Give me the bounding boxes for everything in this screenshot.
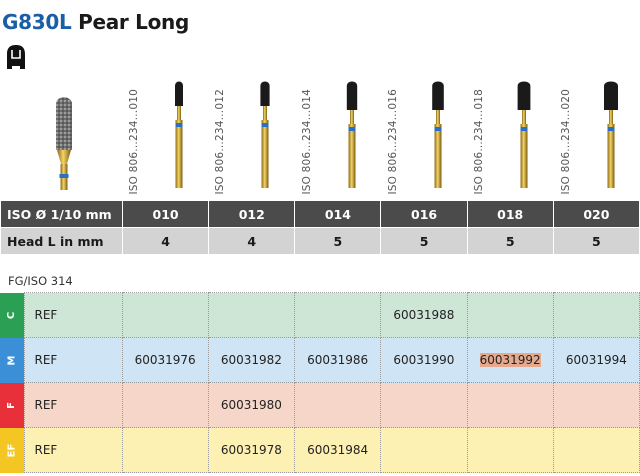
ref-number[interactable]: 60031982 [220, 353, 282, 367]
ref-number[interactable]: 60031978 [220, 443, 282, 457]
iso-number-label: ISO 806…234…010 [128, 88, 140, 195]
bur-icon [432, 81, 444, 188]
grit-code: F [6, 401, 18, 409]
ref-row-m: M REF 60031976 60031982 60031986 60031990 6003… [0, 337, 640, 383]
grit-code: EF [6, 443, 18, 457]
iso-number-label: ISO 806…234…012 [214, 88, 227, 195]
ref-number-cell[interactable]: 60031990 [380, 337, 468, 383]
ref-number[interactable]: 60031990 [393, 353, 455, 367]
bur-icon [175, 81, 184, 188]
ref-row-c: C REF 60031988 [0, 292, 640, 338]
product-name: Pear Long [78, 10, 189, 34]
ref-number[interactable]: 60031988 [393, 308, 455, 322]
ref-row-f: F REF 60031980 [0, 382, 640, 428]
iso-diameter-row: ISO Ø 1/10 mm 010 012 014 016 018 020 [0, 200, 640, 228]
iso-diameter-value: 018 [466, 200, 554, 228]
grit-tab: F [0, 382, 24, 428]
ref-number[interactable]: 60031980 [220, 398, 282, 412]
ref-number-cell [121, 382, 209, 428]
product-code: G830L [2, 10, 72, 34]
iso-diameter-value: 012 [208, 200, 296, 228]
product-title: G830L Pear Long [2, 10, 189, 34]
bur-closeup-image [56, 97, 72, 190]
iso-number-label: ISO 806…234…014 [300, 88, 313, 195]
ref-number-cell [552, 382, 640, 428]
ref-number-cell [121, 292, 209, 338]
ref-number[interactable]: 60031986 [307, 353, 369, 367]
head-length-value: 5 [294, 227, 382, 255]
iso-diameter-value: 010 [121, 200, 210, 228]
bur-icon [260, 81, 271, 188]
head-length-label: Head L in mm [0, 227, 123, 255]
ref-label: REF [23, 427, 123, 473]
iso-diameter-label: ISO Ø 1/10 mm [0, 200, 123, 228]
standard-label: FG/ISO 314 [8, 274, 73, 288]
ref-number-cell[interactable]: 60031978 [207, 427, 296, 473]
ref-label: REF [23, 292, 123, 338]
ref-table: C REF 60031988 M REF 60031976 60031982 60031986… [0, 292, 640, 473]
ref-number-cell [293, 382, 382, 428]
ref-label: REF [23, 337, 123, 383]
bur-column: ISO 806…234…018 [467, 78, 553, 196]
ref-number-cell[interactable]: 60031980 [207, 382, 296, 428]
ref-number-cell [293, 292, 382, 338]
bur-icon [518, 81, 531, 188]
ref-number-cell [380, 427, 468, 473]
bur-icon [603, 81, 618, 188]
head-length-value: 5 [380, 227, 468, 255]
head-length-value: 5 [466, 227, 554, 255]
bur-column: ISO 806…234…014 [295, 78, 381, 196]
grit-code: M [6, 355, 18, 365]
grit-tab: M [0, 337, 24, 383]
iso-diameter-value: 014 [294, 200, 382, 228]
bur-column: ISO 806…234…012 [208, 78, 294, 196]
head-length-value: 5 [552, 227, 640, 255]
ref-number-cell [466, 427, 554, 473]
ref-number[interactable]: 60031992 [479, 353, 541, 367]
head-length-row: Head L in mm 4 4 5 5 5 5 [0, 227, 640, 255]
iso-number-label: ISO 806…234…020 [559, 88, 572, 195]
ref-number-cell [466, 292, 554, 338]
ref-number-cell[interactable]: 60031992 [466, 337, 554, 383]
head-length-value: 4 [208, 227, 296, 255]
ref-number[interactable]: 60031994 [565, 353, 627, 367]
ref-number-cell [207, 292, 296, 338]
iso-number-label: ISO 806…234…016 [387, 88, 399, 195]
iso-number-label: ISO 806…234…018 [473, 88, 486, 195]
pear-shape-icon [7, 45, 25, 69]
grit-tab: EF [0, 427, 24, 473]
ref-row-ef: EF REF 60031978 60031984 [0, 427, 640, 473]
iso-diameter-value: 016 [380, 200, 468, 228]
ref-number-cell[interactable]: 60031982 [207, 337, 296, 383]
ref-number-cell[interactable]: 60031976 [121, 337, 209, 383]
ref-number-cell[interactable]: 60031994 [552, 337, 640, 383]
bur-column: ISO 806…234…010 [122, 78, 208, 196]
ref-number-cell[interactable]: 60031986 [293, 337, 382, 383]
ref-number-cell [121, 427, 209, 473]
ref-label: REF [23, 382, 123, 428]
ref-number-cell[interactable]: 60031988 [380, 292, 468, 338]
ref-number[interactable]: 60031984 [307, 443, 369, 457]
ref-number-cell [380, 382, 468, 428]
ref-number-cell [466, 382, 554, 428]
ref-number-cell [552, 292, 640, 338]
bur-column: ISO 806…234…020 [554, 78, 640, 196]
ref-number-cell[interactable]: 60031984 [293, 427, 382, 473]
bur-icon [346, 81, 358, 188]
ref-number[interactable]: 60031976 [134, 353, 196, 367]
grit-code: C [6, 311, 18, 319]
head-length-value: 4 [121, 227, 210, 255]
iso-diameter-value: 020 [552, 200, 640, 228]
ref-number-cell [552, 427, 640, 473]
grit-tab: C [0, 292, 24, 338]
spec-table: ISO Ø 1/10 mm 010 012 014 016 018 020 He… [0, 200, 640, 255]
bur-column: ISO 806…234…016 [381, 78, 467, 196]
